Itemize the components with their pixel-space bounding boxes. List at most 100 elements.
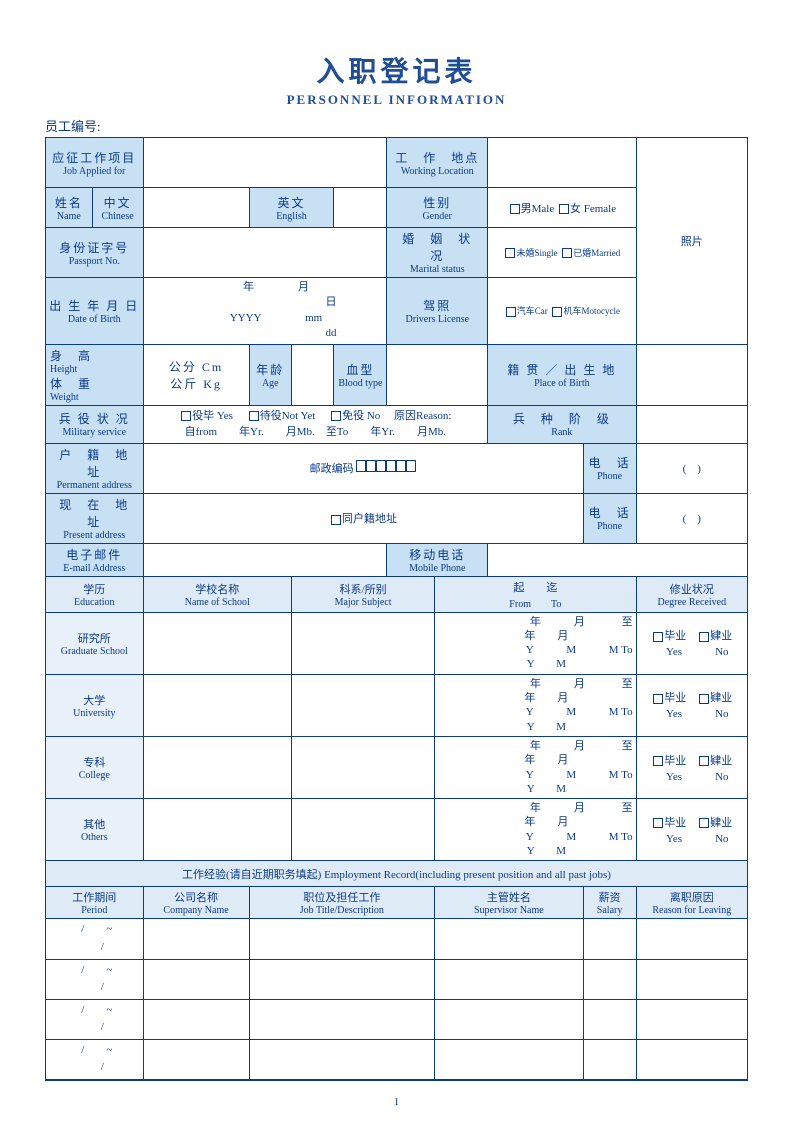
edu-row-1-dates[interactable]: 年 月至 年 月 Y MM To Y M (435, 674, 636, 736)
email-field[interactable] (143, 543, 387, 576)
rank-field[interactable] (636, 405, 747, 443)
emp-row-1-title[interactable] (249, 959, 435, 999)
edu-row-2-dates[interactable]: 年 月至 年 月 Y MM To Y M (435, 736, 636, 798)
male-checkbox[interactable] (510, 204, 520, 214)
edu-row-3-received[interactable]: 毕业 肄业 Yes No (636, 799, 747, 861)
emp-row-2-leaving[interactable] (636, 999, 747, 1039)
emp-row-0-title[interactable] (249, 919, 435, 959)
edu-school-hdr: 学校名称Name of School (143, 576, 291, 612)
emp-row-3-supervisor[interactable] (435, 1039, 583, 1079)
emp-title-hdr: 职位及担任工作Job Title/Description (249, 887, 435, 919)
emp-row-3-salary[interactable] (583, 1039, 636, 1079)
chinese-label: 中文 Chinese (92, 188, 143, 228)
edu-degree-hdr: 学历Education (46, 576, 144, 612)
emp-row-3-period[interactable]: / ~ / (46, 1039, 144, 1079)
moto-checkbox[interactable] (552, 307, 562, 317)
emp-row-0-salary[interactable] (583, 919, 636, 959)
edu-row-0-label: 研究所Graduate School (46, 612, 144, 674)
emp-row-1-salary[interactable] (583, 959, 636, 999)
same-addr-checkbox[interactable] (331, 515, 341, 525)
name-label: 姓名 Name (46, 188, 93, 228)
edu-row-1-school[interactable] (143, 674, 291, 736)
photo-box[interactable]: 照片 (636, 138, 747, 345)
emp-row-0-company[interactable] (143, 919, 249, 959)
job-applied-field[interactable] (143, 138, 387, 188)
dob-field[interactable]: 年 月 日 YYYY mm dd (143, 278, 387, 345)
marital-field[interactable]: 未婚Single 已婚Married (488, 228, 636, 278)
edu-row-3-major[interactable] (291, 799, 434, 861)
emp-row-1-leaving[interactable] (636, 959, 747, 999)
edu-row-0-dates[interactable]: 年 月至 年 月 Y MM To Y M (435, 612, 636, 674)
emp-row-3-leaving[interactable] (636, 1039, 747, 1079)
married-checkbox[interactable] (562, 248, 572, 258)
edu-row-3-school[interactable] (143, 799, 291, 861)
emp-row-2-company[interactable] (143, 999, 249, 1039)
gender-field[interactable]: 男Male 女 Female (488, 188, 636, 228)
mil-no-checkbox[interactable] (331, 411, 341, 421)
emp-row-2-salary[interactable] (583, 999, 636, 1039)
emp-row-0-leaving[interactable] (636, 919, 747, 959)
emp-period-hdr: 工作期间Period (46, 887, 144, 919)
emp-row-3-company[interactable] (143, 1039, 249, 1079)
edu-row-2-school[interactable] (143, 736, 291, 798)
page-subtitle: PERSONNEL INFORMATION (45, 92, 748, 108)
pres-addr-field[interactable]: 同户籍地址 (143, 493, 583, 543)
edu-row-3-dates[interactable]: 年 月至 年 月 Y MM To Y M (435, 799, 636, 861)
emp-company-hdr: 公司名称Company Name (143, 887, 249, 919)
working-location-label: 工 作 地点 Working Location (387, 138, 488, 188)
emp-row-0-supervisor[interactable] (435, 919, 583, 959)
chinese-name-field[interactable] (143, 188, 249, 228)
job-applied-label: 应征工作项目 Job Applied for (46, 138, 144, 188)
perm-phone-field[interactable]: ( ) (636, 443, 747, 493)
page-title: 入职登记表 (45, 50, 748, 90)
edu-row-1-received[interactable]: 毕业 肄业 Yes No (636, 674, 747, 736)
passport-label: 身份证字号 Passport No. (46, 228, 144, 278)
edu-row-1-major[interactable] (291, 674, 434, 736)
military-field[interactable]: 役毕 Yes 待役Not Yet 免役 No 原因Reason: 自from 年… (143, 405, 488, 443)
female-checkbox[interactable] (559, 204, 569, 214)
emp-row-1-company[interactable] (143, 959, 249, 999)
emp-row-3-title[interactable] (249, 1039, 435, 1079)
edu-major-hdr: 科系/所别Major Subject (291, 576, 434, 612)
emp-row-2-period[interactable]: / ~ / (46, 999, 144, 1039)
dob-label: 出 生 年 月 日 Date of Birth (46, 278, 144, 345)
english-name-field[interactable] (334, 188, 387, 228)
emp-row-0-period[interactable]: / ~ / (46, 919, 144, 959)
place-birth-label: 籍 贯 ／ 出 生 地 Place of Birth (488, 344, 636, 405)
emp-row-2-title[interactable] (249, 999, 435, 1039)
place-birth-field[interactable] (636, 344, 747, 405)
emp-row-1-period[interactable]: / ~ / (46, 959, 144, 999)
drivers-label: 驾照 Drivers License (387, 278, 488, 345)
edu-row-2-received[interactable]: 毕业 肄业 Yes No (636, 736, 747, 798)
perm-addr-field[interactable]: 邮政编码 (143, 443, 583, 493)
blood-field[interactable] (387, 344, 488, 405)
working-location-field[interactable] (488, 138, 636, 188)
age-field[interactable] (291, 344, 333, 405)
edu-row-2-label: 专科College (46, 736, 144, 798)
rank-label: 兵 种 阶 级 Rank (488, 405, 636, 443)
personnel-form: 应征工作项目 Job Applied for 工 作 地点 Working Lo… (45, 137, 748, 1081)
car-checkbox[interactable] (506, 307, 516, 317)
edu-row-0-school[interactable] (143, 612, 291, 674)
single-checkbox[interactable] (505, 248, 515, 258)
passport-field[interactable] (143, 228, 387, 278)
marital-label: 婚 姻 状 况 Marital status (387, 228, 488, 278)
mil-notyet-checkbox[interactable] (249, 411, 259, 421)
employee-number-label: 员工编号: (45, 116, 748, 135)
mobile-label: 移动电话 Mobile Phone (387, 543, 488, 576)
edu-row-0-major[interactable] (291, 612, 434, 674)
edu-fromto-hdr: 起 迄 From To (435, 576, 636, 612)
emp-record-header: 工作经验(请自近期职务填起) Employment Record(includi… (46, 861, 748, 887)
drivers-field[interactable]: 汽车Car 机车Motocycle (488, 278, 636, 345)
gender-label: 性别 Gender (387, 188, 488, 228)
edu-received-hdr: 修业状况Degree Received (636, 576, 747, 612)
email-label: 电子邮件 E-mail Address (46, 543, 144, 576)
pres-phone-field[interactable]: ( ) (636, 493, 747, 543)
emp-row-2-supervisor[interactable] (435, 999, 583, 1039)
edu-row-2-major[interactable] (291, 736, 434, 798)
edu-row-0-received[interactable]: 毕业 肄业 Yes No (636, 612, 747, 674)
mil-yes-checkbox[interactable] (181, 411, 191, 421)
height-weight-field[interactable]: 公分 Cm 公斤 Kg (143, 344, 249, 405)
emp-row-1-supervisor[interactable] (435, 959, 583, 999)
mobile-field[interactable] (488, 543, 748, 576)
